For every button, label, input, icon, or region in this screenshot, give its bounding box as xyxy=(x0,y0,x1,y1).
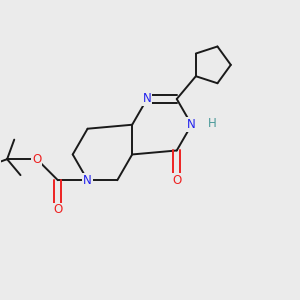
Text: O: O xyxy=(53,203,62,216)
Text: N: N xyxy=(83,174,92,187)
Text: N: N xyxy=(187,118,196,131)
Text: O: O xyxy=(172,174,182,187)
Text: O: O xyxy=(32,153,41,166)
Text: N: N xyxy=(143,92,152,106)
Text: H: H xyxy=(208,117,217,130)
